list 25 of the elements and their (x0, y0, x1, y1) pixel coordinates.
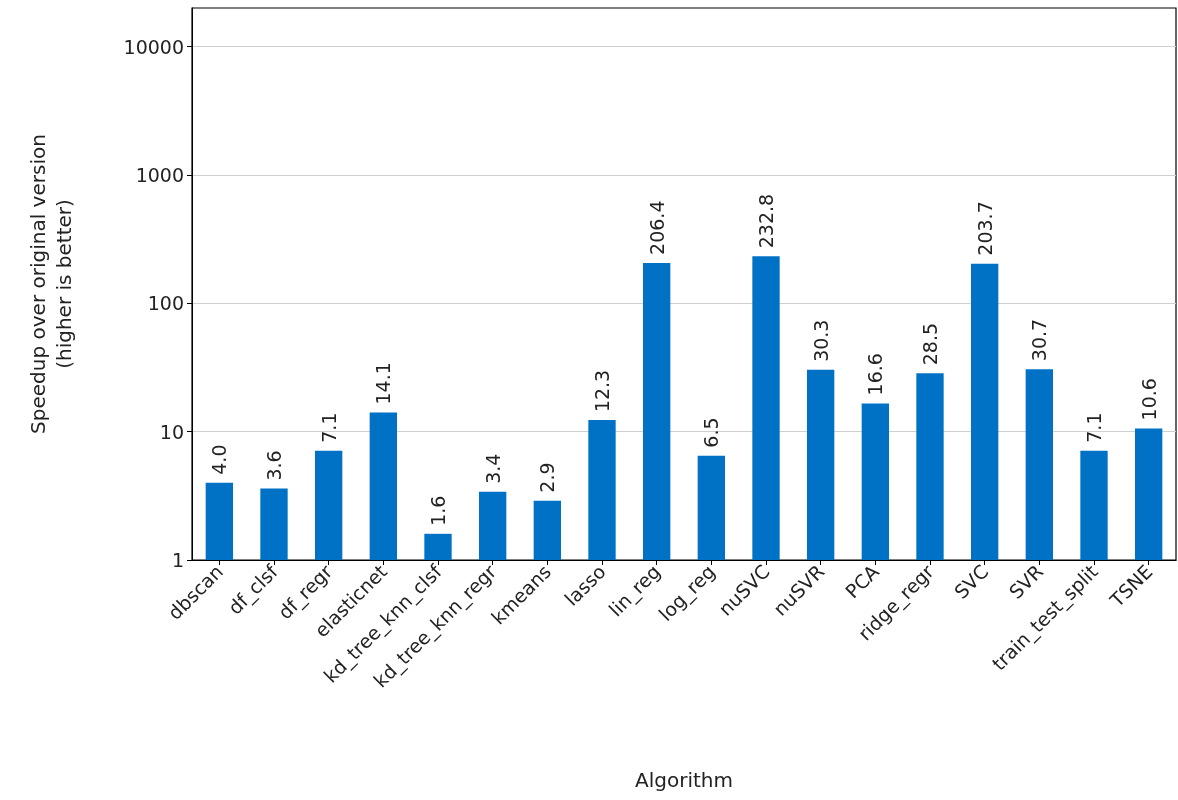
y-tick-label: 1000 (135, 163, 184, 186)
data-label: 16.6 (864, 353, 887, 396)
data-label: 30.7 (1028, 318, 1051, 362)
data-label: 7.1 (317, 412, 340, 443)
data-label: 14.1 (372, 362, 395, 405)
data-label: 3.4 (481, 453, 504, 484)
y-axis-title: Speedup over original version (higher is better) (26, 134, 76, 434)
data-label: 28.5 (919, 322, 941, 366)
x-axis-title: Algorithm (635, 768, 733, 792)
y-tick-label: 100 (147, 292, 184, 315)
data-label: 203.7 (973, 201, 996, 256)
data-label: 30.3 (809, 319, 832, 362)
y-tick-label: 10 (159, 420, 184, 443)
data-label: 4.0 (208, 444, 231, 475)
data-label: 12.3 (591, 369, 613, 413)
data-label: 7.1 (1083, 412, 1105, 443)
y-tick-label: 10000 (123, 35, 184, 58)
y-tick-label: 1 (171, 549, 184, 571)
data-label: 2.9 (536, 462, 559, 493)
data-label: 232.8 (755, 193, 777, 249)
data-label: 1.6 (427, 495, 449, 526)
data-label: 3.6 (263, 450, 285, 481)
data-label: 206.4 (645, 200, 668, 255)
data-label: 6.5 (700, 417, 723, 448)
data-label: 10.6 (1137, 378, 1160, 421)
